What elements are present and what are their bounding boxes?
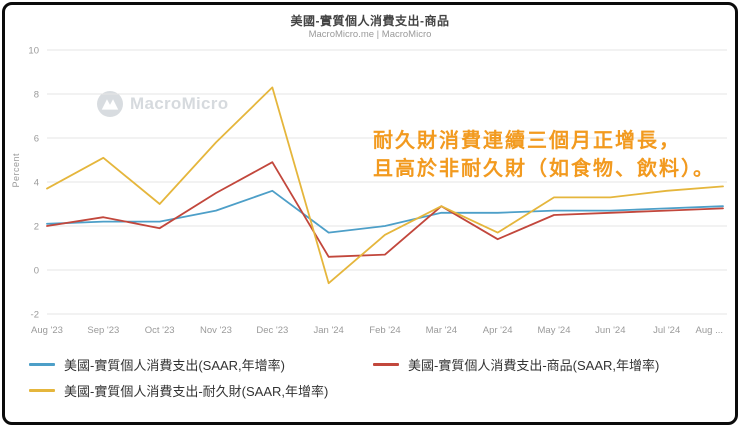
svg-text:Sep '23: Sep '23 (87, 325, 119, 336)
svg-text:Apr '24: Apr '24 (483, 325, 513, 336)
legend-item-pce-goods[interactable]: 美國-實質個人消費支出-商品(SAAR,年增率) (373, 355, 659, 374)
annotation-line-1: 耐久財消費連續三個月正增長， (373, 130, 681, 152)
svg-text:4: 4 (34, 178, 39, 189)
annotation-line-2: 且高於非耐久財（如食物、飲料）。 (373, 158, 715, 180)
svg-text:6: 6 (34, 134, 39, 145)
legend-item-pce-total[interactable]: 美國-實質個人消費支出(SAAR,年增率) (29, 355, 285, 374)
chart-plot-svg: 10 8 6 4 2 0 -2 Aug '23 Sep '23 Oct '23 Nov '23 Dec… (28, 46, 727, 336)
svg-text:2: 2 (34, 222, 39, 233)
page-title: 美國-實質個人消費支出-商品 (290, 14, 450, 28)
legend-swatch-pce-durables (29, 389, 55, 392)
legend-label-pce-goods: 美國-實質個人消費支出-商品(SAAR,年增率) (408, 358, 660, 373)
svg-text:Aug '23: Aug '23 (31, 325, 63, 336)
svg-text:Aug ...: Aug ... (696, 325, 723, 336)
svg-text:Dec '23: Dec '23 (256, 325, 288, 336)
legend-item-pce-durables[interactable]: 美國-實質個人消費支出-耐久財(SAAR,年增率) (29, 381, 328, 400)
chart-annotation: 耐久財消費連續三個月正增長， 且高於非耐久財（如食物、飲料）。 (373, 127, 715, 183)
svg-text:10: 10 (28, 46, 39, 57)
svg-text:Jan '24: Jan '24 (313, 325, 343, 336)
legend-label-pce-durables: 美國-實質個人消費支出-耐久財(SAAR,年增率) (64, 384, 329, 399)
svg-text:Mar '24: Mar '24 (426, 325, 457, 336)
chart-legend: 美國-實質個人消費支出(SAAR,年增率) 美國-實質個人消費支出-商品(SAA… (5, 351, 735, 413)
svg-text:8: 8 (34, 90, 39, 101)
svg-text:Feb '24: Feb '24 (369, 325, 400, 336)
legend-swatch-pce-total (29, 363, 55, 366)
svg-text:0: 0 (34, 266, 39, 277)
legend-swatch-pce-goods (373, 363, 399, 366)
svg-text:May '24: May '24 (538, 325, 571, 336)
svg-text:-2: -2 (31, 310, 39, 321)
svg-text:Jul '24: Jul '24 (653, 325, 680, 336)
legend-label-pce-total: 美國-實質個人消費支出(SAAR,年增率) (64, 358, 286, 373)
svg-text:Oct '23: Oct '23 (145, 325, 175, 336)
svg-text:Jun '24: Jun '24 (595, 325, 625, 336)
chart-subtitle: MacroMicro.me | MacroMicro (308, 29, 432, 40)
svg-text:Nov '23: Nov '23 (200, 325, 232, 336)
